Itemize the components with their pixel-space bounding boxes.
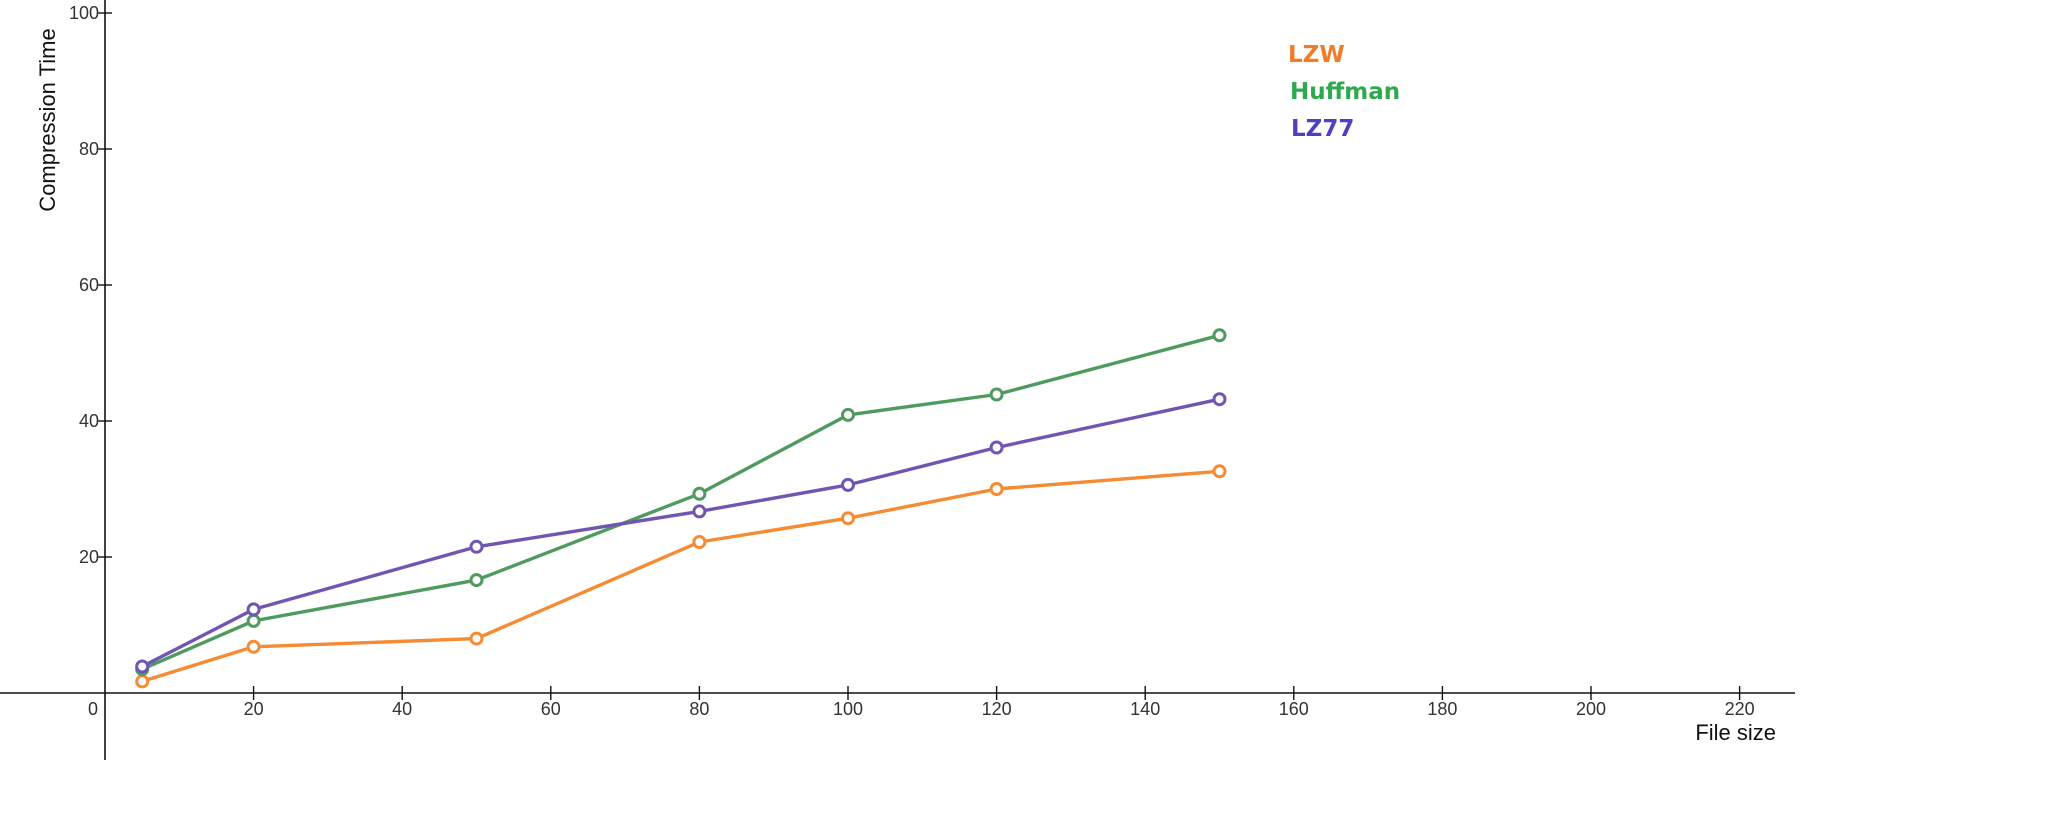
data-point-huffman bbox=[1212, 328, 1227, 343]
y-tick-label: 40 bbox=[79, 411, 99, 431]
data-point-huffman bbox=[692, 486, 707, 501]
data-point-lz77 bbox=[246, 602, 261, 617]
data-point-lzw bbox=[1212, 464, 1227, 479]
y-tick-label: 80 bbox=[79, 139, 99, 159]
data-point-lzw bbox=[841, 511, 855, 526]
series-huffman bbox=[135, 328, 1227, 677]
data-point-huffman bbox=[989, 387, 1004, 402]
x-tick-label: 120 bbox=[982, 699, 1012, 719]
x-tick-label: 200 bbox=[1576, 699, 1606, 719]
data-point-huffman bbox=[246, 613, 261, 628]
legend-label-lz77: LZ77 bbox=[1291, 116, 1354, 142]
axes bbox=[0, 0, 1795, 760]
x-tick-label: 0 bbox=[88, 699, 98, 719]
x-axis-title: File size bbox=[1695, 720, 1776, 745]
data-point-lz77 bbox=[692, 504, 707, 519]
data-point-lz77 bbox=[469, 539, 484, 554]
series-lz77 bbox=[135, 392, 1227, 674]
data-point-huffman bbox=[841, 407, 855, 422]
data-point-lzw bbox=[246, 639, 261, 654]
legend-label-huffman: Huffman bbox=[1290, 79, 1400, 105]
series-lzw bbox=[135, 464, 1227, 689]
x-tick-label: 180 bbox=[1427, 699, 1457, 719]
y-ticks: 20 40 60 80 100 bbox=[69, 3, 112, 567]
data-point-lz77 bbox=[135, 659, 150, 674]
x-tick-label: 100 bbox=[833, 699, 863, 719]
data-point-lzw bbox=[469, 631, 484, 646]
data-point-huffman bbox=[469, 573, 484, 588]
data-point-lz77 bbox=[989, 440, 1004, 455]
x-tick-label: 60 bbox=[541, 699, 561, 719]
x-tick-label: 80 bbox=[689, 699, 709, 719]
x-ticks: 0 20 40 60 80 100 120 140 160 180 200 220 bbox=[88, 686, 1755, 719]
x-tick-label: 20 bbox=[244, 699, 264, 719]
series-line-lzw bbox=[140, 469, 1222, 684]
y-tick-label: 100 bbox=[69, 3, 99, 23]
legend: LZW Huffman LZ77 bbox=[1288, 42, 1400, 142]
series-line-lz77 bbox=[140, 397, 1222, 669]
legend-label-lzw: LZW bbox=[1288, 42, 1345, 68]
series-group bbox=[135, 328, 1227, 689]
y-axis-title: Compression Time bbox=[35, 28, 60, 211]
data-point-lzw bbox=[135, 674, 150, 689]
data-point-lzw bbox=[692, 535, 707, 549]
data-point-lzw bbox=[989, 482, 1004, 496]
data-point-lz77 bbox=[841, 477, 855, 492]
x-tick-label: 220 bbox=[1725, 699, 1755, 719]
x-tick-label: 140 bbox=[1130, 699, 1160, 719]
x-tick-label: 40 bbox=[392, 699, 412, 719]
x-tick-label: 160 bbox=[1279, 699, 1309, 719]
data-point-lz77 bbox=[1212, 392, 1227, 407]
y-tick-label: 60 bbox=[79, 275, 99, 295]
series-line-huffman bbox=[140, 333, 1222, 671]
y-tick-label: 20 bbox=[79, 547, 99, 567]
